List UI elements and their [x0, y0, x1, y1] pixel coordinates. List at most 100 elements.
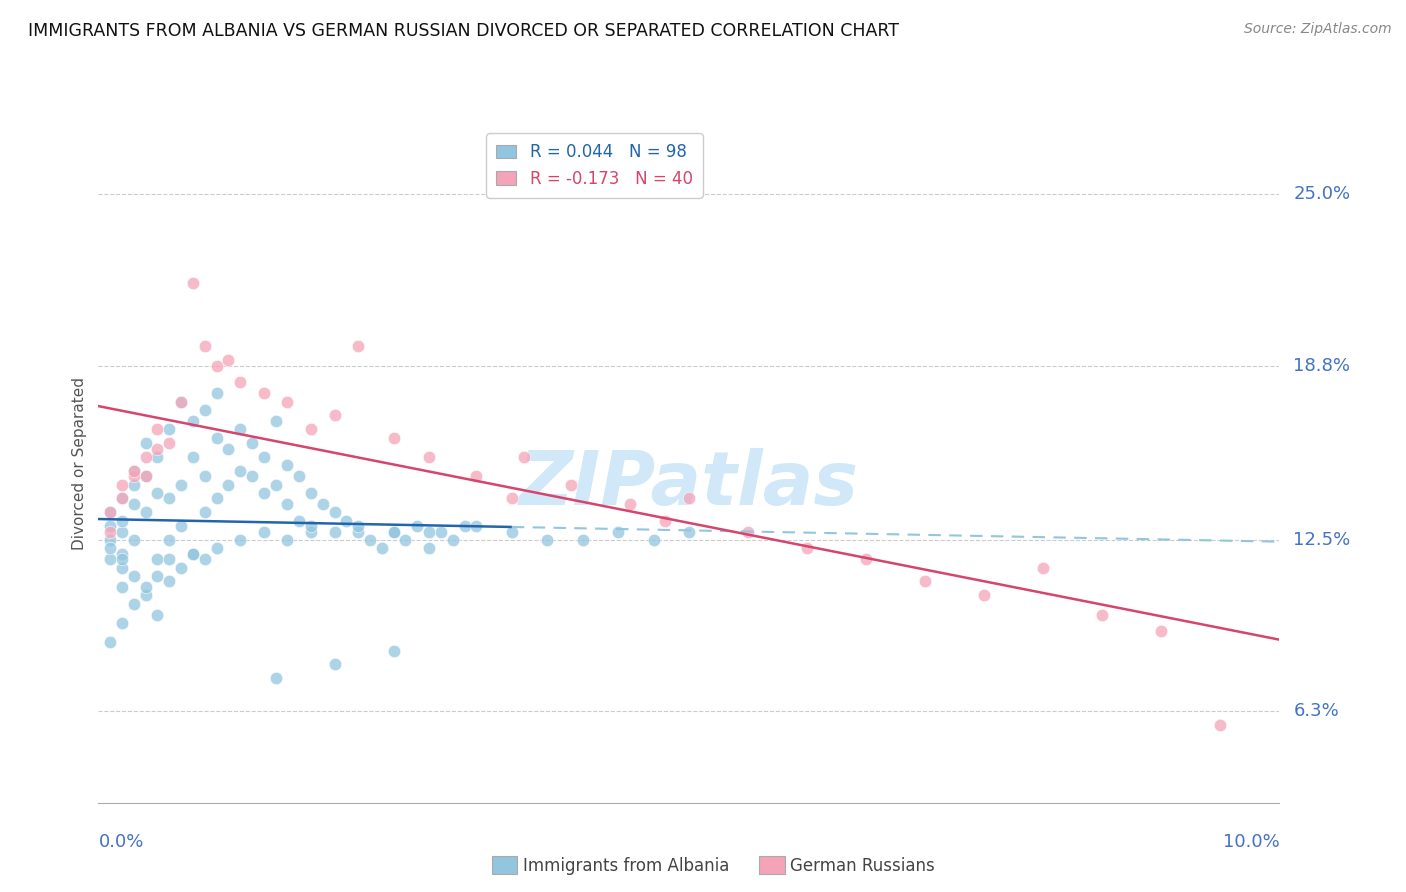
Point: [253, 450, 276, 464]
Point: [394, 533, 416, 547]
Point: [98, 533, 121, 547]
Point: [371, 541, 394, 556]
Point: [453, 519, 475, 533]
Point: [382, 524, 405, 539]
Point: [217, 477, 239, 491]
Text: 0.0%: 0.0%: [98, 833, 143, 851]
Point: [111, 491, 134, 506]
Point: [98, 541, 121, 556]
Point: [135, 588, 157, 602]
Text: German Russians: German Russians: [790, 857, 935, 875]
Point: [299, 422, 322, 436]
Point: [181, 547, 204, 561]
Legend: R = 0.044   N = 98, R = -0.173   N = 40: R = 0.044 N = 98, R = -0.173 N = 40: [486, 133, 703, 197]
Point: [253, 486, 276, 500]
Point: [146, 569, 169, 583]
Point: [194, 403, 217, 417]
Point: [122, 597, 145, 611]
Point: [253, 524, 276, 539]
Point: [146, 552, 169, 566]
Text: 25.0%: 25.0%: [1294, 185, 1351, 203]
Point: [194, 505, 217, 519]
Point: [111, 514, 134, 528]
Point: [229, 533, 252, 547]
Point: [276, 458, 298, 473]
Point: [122, 469, 145, 483]
Point: [170, 394, 193, 409]
Point: [737, 524, 759, 539]
Point: [264, 671, 287, 685]
Point: [276, 497, 298, 511]
Point: [205, 431, 228, 445]
Point: [122, 477, 145, 491]
Point: [264, 414, 287, 428]
Point: [229, 375, 252, 389]
Point: [973, 588, 995, 602]
Point: [111, 615, 134, 630]
Point: [253, 386, 276, 401]
Point: [170, 394, 193, 409]
Point: [205, 541, 228, 556]
Point: [98, 552, 121, 566]
Point: [607, 524, 630, 539]
Point: [299, 524, 322, 539]
Point: [111, 560, 134, 574]
Point: [146, 422, 169, 436]
Point: [146, 450, 169, 464]
Text: Source: ZipAtlas.com: Source: ZipAtlas.com: [1244, 22, 1392, 37]
Point: [678, 491, 700, 506]
Point: [122, 464, 145, 478]
Point: [288, 514, 311, 528]
Point: [418, 450, 440, 464]
Point: [157, 533, 180, 547]
Point: [465, 519, 488, 533]
Text: 6.3%: 6.3%: [1294, 703, 1339, 721]
Point: [418, 524, 440, 539]
Point: [914, 574, 936, 589]
Point: [170, 477, 193, 491]
Point: [181, 547, 204, 561]
Point: [111, 552, 134, 566]
Point: [135, 469, 157, 483]
Point: [194, 469, 217, 483]
Point: [98, 524, 121, 539]
Text: ZIPatlas: ZIPatlas: [519, 448, 859, 521]
Point: [323, 657, 346, 672]
Point: [111, 547, 134, 561]
Point: [1209, 718, 1232, 732]
Point: [855, 552, 877, 566]
Point: [98, 519, 121, 533]
Point: [135, 450, 157, 464]
Point: [347, 339, 370, 353]
Point: [512, 450, 534, 464]
Point: [111, 491, 134, 506]
Point: [157, 552, 180, 566]
Point: [323, 505, 346, 519]
Point: [181, 414, 204, 428]
Point: [441, 533, 464, 547]
Point: [643, 533, 665, 547]
Point: [359, 533, 381, 547]
Point: [1032, 560, 1054, 574]
Text: Immigrants from Albania: Immigrants from Albania: [523, 857, 730, 875]
Text: 12.5%: 12.5%: [1294, 531, 1351, 549]
Point: [217, 442, 239, 456]
Point: [194, 552, 217, 566]
Point: [465, 469, 488, 483]
Point: [146, 607, 169, 622]
Text: 18.8%: 18.8%: [1294, 357, 1350, 375]
Point: [181, 276, 204, 290]
Point: [335, 514, 357, 528]
Point: [146, 486, 169, 500]
Point: [122, 464, 145, 478]
Point: [299, 486, 322, 500]
Point: [430, 524, 453, 539]
Text: IMMIGRANTS FROM ALBANIA VS GERMAN RUSSIAN DIVORCED OR SEPARATED CORRELATION CHAR: IMMIGRANTS FROM ALBANIA VS GERMAN RUSSIA…: [28, 22, 898, 40]
Point: [122, 497, 145, 511]
Point: [194, 339, 217, 353]
Point: [157, 574, 180, 589]
Point: [205, 491, 228, 506]
Point: [122, 569, 145, 583]
Point: [240, 436, 263, 450]
Point: [98, 505, 121, 519]
